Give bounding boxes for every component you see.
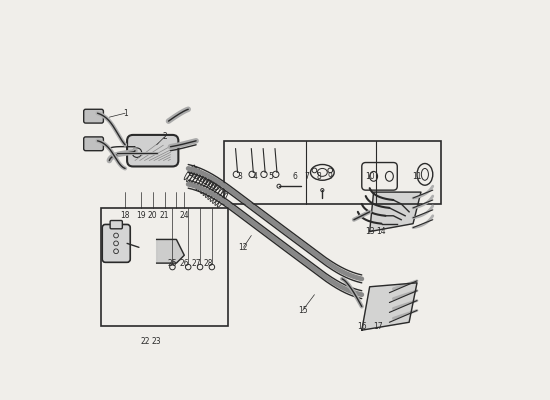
Text: 27: 27 xyxy=(191,259,201,268)
Text: 10: 10 xyxy=(365,172,375,181)
Text: 24: 24 xyxy=(179,211,189,220)
Text: 6: 6 xyxy=(292,172,297,181)
Text: 5: 5 xyxy=(268,172,273,181)
Text: 2: 2 xyxy=(162,132,167,141)
Text: 23: 23 xyxy=(152,338,162,346)
Text: 8: 8 xyxy=(316,172,321,181)
Bar xyxy=(101,208,228,326)
Text: 4: 4 xyxy=(253,172,258,181)
Text: 28: 28 xyxy=(203,259,213,268)
Text: 12: 12 xyxy=(239,243,248,252)
Circle shape xyxy=(132,148,142,157)
Text: 7: 7 xyxy=(304,172,309,181)
Text: 17: 17 xyxy=(373,322,382,331)
Text: 9: 9 xyxy=(328,172,333,181)
Text: 20: 20 xyxy=(148,211,157,220)
Polygon shape xyxy=(370,192,421,232)
Bar xyxy=(224,141,441,204)
Text: 15: 15 xyxy=(298,306,307,315)
Text: 21: 21 xyxy=(160,211,169,220)
Polygon shape xyxy=(362,283,417,330)
Text: 14: 14 xyxy=(377,227,386,236)
FancyBboxPatch shape xyxy=(102,224,130,262)
Text: 3: 3 xyxy=(237,172,242,181)
FancyBboxPatch shape xyxy=(84,137,103,151)
Text: 11: 11 xyxy=(412,172,422,181)
Text: 1: 1 xyxy=(123,109,128,118)
Text: 25: 25 xyxy=(168,259,177,268)
Polygon shape xyxy=(157,240,184,263)
Text: 13: 13 xyxy=(365,227,375,236)
FancyBboxPatch shape xyxy=(84,109,103,123)
Text: 26: 26 xyxy=(179,259,189,268)
Text: 22: 22 xyxy=(140,338,150,346)
Text: 16: 16 xyxy=(357,322,367,331)
FancyBboxPatch shape xyxy=(110,220,122,229)
Text: 19: 19 xyxy=(136,211,146,220)
Text: 18: 18 xyxy=(120,211,130,220)
FancyBboxPatch shape xyxy=(127,135,178,166)
